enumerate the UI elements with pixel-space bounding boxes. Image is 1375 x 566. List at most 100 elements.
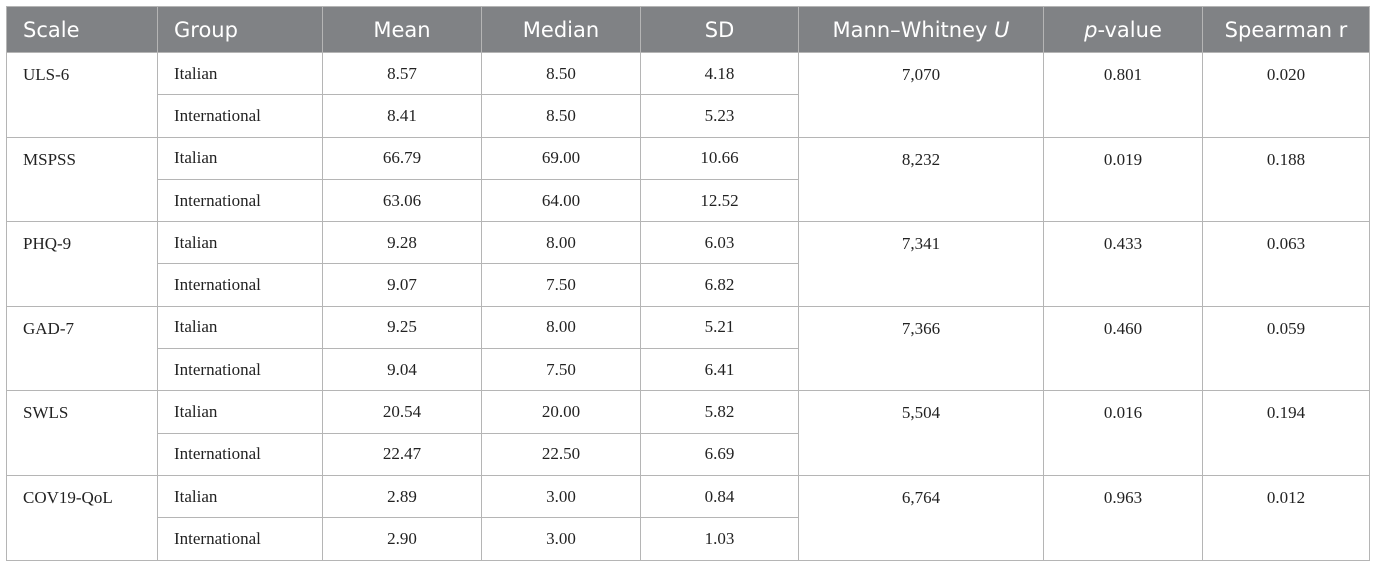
group-cell: International bbox=[157, 517, 323, 561]
group-cell: International bbox=[157, 348, 323, 392]
value-cell: 20.54 bbox=[322, 390, 482, 434]
header-cell: p-value bbox=[1043, 6, 1203, 53]
stat-cell: 0.020 bbox=[1202, 52, 1370, 138]
header-cell: Spearman r bbox=[1202, 6, 1370, 53]
stat-cell: 0.059 bbox=[1202, 305, 1370, 392]
header-text: U bbox=[994, 17, 1010, 42]
value-cell: 10.66 bbox=[640, 136, 799, 180]
value-cell: 66.79 bbox=[322, 136, 482, 180]
table-body: ULS-6 Italian 8.57 8.50 4.18 7,070 0.801 0.020 I… bbox=[6, 51, 1370, 561]
value-cell: 6.69 bbox=[640, 432, 799, 476]
group-cell: Italian bbox=[157, 51, 323, 96]
value-cell: 9.07 bbox=[322, 263, 482, 307]
value-cell: 5.82 bbox=[640, 390, 799, 434]
group-cell: International bbox=[157, 432, 323, 476]
table-row: GAD-7 Italian 9.25 8.00 5.21 7,366 0.460 0.059 bbox=[6, 305, 1370, 392]
table-row: International 9.04 7.50 6.41 bbox=[7, 348, 1370, 392]
value-cell: 8.50 bbox=[481, 94, 641, 138]
value-cell: 9.25 bbox=[322, 305, 482, 350]
value-cell: 0.84 bbox=[640, 474, 799, 519]
table-row: COV19-QoL Italian 2.89 3.00 0.84 6,764 0.963 0.… bbox=[6, 474, 1370, 561]
header-text: Mann–Whitney bbox=[832, 17, 995, 42]
scale-cell: GAD-7 bbox=[6, 305, 158, 392]
header-cell: Mann–Whitney U bbox=[798, 6, 1044, 53]
value-cell: 12.52 bbox=[640, 178, 799, 223]
stat-cell: 7,341 bbox=[798, 221, 1044, 307]
value-cell: 22.47 bbox=[322, 432, 482, 476]
value-cell: 63.06 bbox=[322, 178, 482, 223]
stat-cell: 0.063 bbox=[1202, 221, 1370, 307]
value-cell: 2.89 bbox=[322, 474, 482, 519]
value-cell: 7.50 bbox=[481, 263, 641, 307]
value-cell: 8.00 bbox=[481, 305, 641, 350]
stat-cell: 8,232 bbox=[798, 136, 1044, 223]
table-row: International 8.41 8.50 5.23 bbox=[7, 94, 1370, 138]
scale-cell: SWLS bbox=[6, 390, 158, 476]
table-row: MSPSS Italian 66.79 69.00 10.66 8,232 0.019 0.1… bbox=[6, 136, 1370, 223]
group-cell: Italian bbox=[157, 305, 323, 350]
value-cell: 9.04 bbox=[322, 348, 482, 392]
value-cell: 8.50 bbox=[481, 51, 641, 96]
stat-cell: 0.188 bbox=[1202, 136, 1370, 223]
stat-cell: 7,070 bbox=[798, 52, 1044, 138]
value-cell: 64.00 bbox=[481, 178, 641, 223]
scale-cell: COV19-QoL bbox=[6, 474, 158, 561]
group-cell: International bbox=[157, 178, 323, 223]
value-cell: 69.00 bbox=[481, 136, 641, 180]
stat-cell: 0.963 bbox=[1043, 474, 1203, 561]
header-cell: Median bbox=[481, 6, 641, 53]
group-cell: Italian bbox=[157, 221, 323, 265]
stat-cell: 0.016 bbox=[1043, 390, 1203, 476]
stat-cell: 0.460 bbox=[1043, 305, 1203, 392]
value-cell: 9.28 bbox=[322, 221, 482, 265]
header-cell: Scale bbox=[6, 6, 158, 53]
stat-cell: 0.194 bbox=[1202, 390, 1370, 476]
value-cell: 6.82 bbox=[640, 263, 799, 307]
group-cell: Italian bbox=[157, 474, 323, 519]
table-row: International 2.90 3.00 1.03 bbox=[7, 517, 1370, 561]
stat-cell: 7,366 bbox=[798, 305, 1044, 392]
value-cell: 22.50 bbox=[481, 432, 641, 476]
table-row: ULS-6 Italian 8.57 8.50 4.18 7,070 0.801 0.020 bbox=[6, 51, 1370, 138]
stat-cell: 0.801 bbox=[1043, 52, 1203, 138]
stat-cell: 6,764 bbox=[798, 474, 1044, 561]
scale-cell: ULS-6 bbox=[6, 52, 158, 138]
value-cell: 20.00 bbox=[481, 390, 641, 434]
stat-cell: 0.433 bbox=[1043, 221, 1203, 307]
value-cell: 5.23 bbox=[640, 94, 799, 138]
header-cell: Mean bbox=[322, 6, 482, 53]
value-cell: 6.03 bbox=[640, 221, 799, 265]
group-cell: Italian bbox=[157, 136, 323, 180]
stat-cell: 0.019 bbox=[1043, 136, 1203, 223]
table-row: International 22.47 22.50 6.69 bbox=[7, 432, 1370, 476]
value-cell: 6.41 bbox=[640, 348, 799, 392]
value-cell: 5.21 bbox=[640, 305, 799, 350]
header-text: p bbox=[1084, 17, 1098, 42]
value-cell: 4.18 bbox=[640, 51, 799, 96]
table-row: International 63.06 64.00 12.52 bbox=[7, 178, 1370, 223]
scale-cell: PHQ-9 bbox=[6, 221, 158, 307]
value-cell: 2.90 bbox=[322, 517, 482, 561]
value-cell: 1.03 bbox=[640, 517, 799, 561]
scale-cell: MSPSS bbox=[6, 136, 158, 223]
header-cell: Group bbox=[157, 6, 323, 53]
header-cell: SD bbox=[640, 6, 799, 53]
stat-cell: 0.012 bbox=[1202, 474, 1370, 561]
value-cell: 8.00 bbox=[481, 221, 641, 265]
value-cell: 7.50 bbox=[481, 348, 641, 392]
group-cell: Italian bbox=[157, 390, 323, 434]
group-cell: International bbox=[157, 94, 323, 138]
table-row: PHQ-9 Italian 9.28 8.00 6.03 7,341 0.433 0.063 bbox=[6, 221, 1370, 307]
table-row: SWLS Italian 20.54 20.00 5.82 5,504 0.016 0.194 bbox=[6, 390, 1370, 476]
table-row: International 9.07 7.50 6.82 bbox=[7, 263, 1370, 307]
header-text: -value bbox=[1097, 17, 1162, 42]
stat-cell: 5,504 bbox=[798, 390, 1044, 476]
value-cell: 3.00 bbox=[481, 474, 641, 519]
value-cell: 3.00 bbox=[481, 517, 641, 561]
value-cell: 8.41 bbox=[322, 94, 482, 138]
value-cell: 8.57 bbox=[322, 51, 482, 96]
group-cell: International bbox=[157, 263, 323, 307]
